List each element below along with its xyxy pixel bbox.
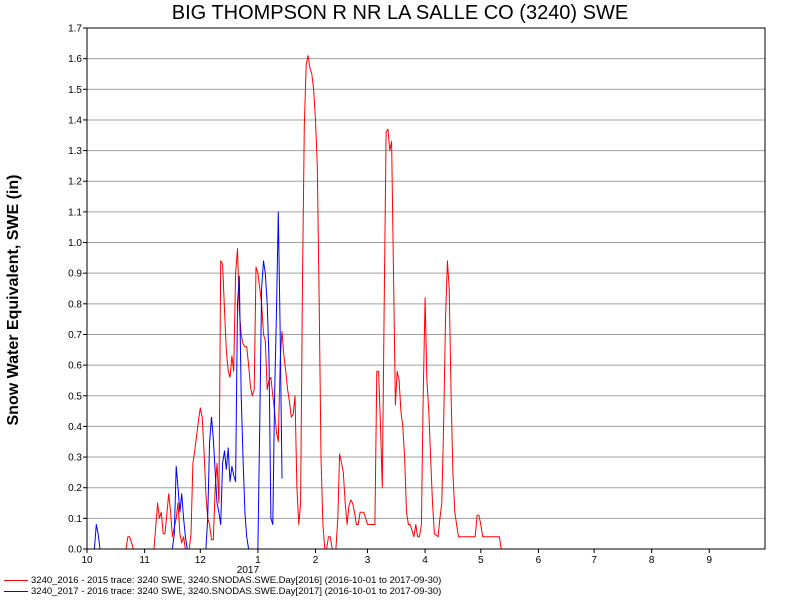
y-tick-label: 1.3 [68,146,82,157]
legend-label: 3240_2016 - 2015 trace: 3240 SWE, 3240.S… [31,575,442,586]
x-tick-label: 1 [255,555,261,566]
legend-label: 3240_2017 - 2016 trace: 3240 SWE, 3240.S… [31,586,442,597]
legend-swatch-red [4,579,28,581]
x-tick-label: 10 [81,555,93,566]
y-tick-label: 0.7 [68,330,82,341]
legend-entry-2017: 3240_2017 - 2016 trace: 3240 SWE, 3240.S… [4,586,441,598]
legend-swatch-blue [4,590,28,592]
series-line-2016 [87,55,764,550]
legend-entry-2016: 3240_2016 - 2015 trace: 3240 SWE, 3240.S… [4,575,441,587]
series-lines [87,55,764,550]
x-tick-label: 9 [706,555,712,566]
x-tick-label: 8 [649,555,655,566]
x-tick-label: 3 [365,555,371,566]
y-axis-ticks: 0.0 0.1 0.2 0.3 0.4 0.5 0.6 0.7 0.8 0.9 1.0 1.1 1.2 1… [68,24,87,556]
y-tick-label: 1.1 [68,207,82,218]
y-tick-label: 1.0 [68,238,82,249]
chart-title: BIG THOMPSON R NR LA SALLE CO (3240) SWE [171,2,629,24]
y-tick-label: 0.3 [68,453,82,464]
x-tick-label: 6 [536,555,542,566]
y-tick-label: 0.9 [68,269,82,280]
x-tick-label: 7 [591,555,597,566]
y-tick-label: 0.2 [68,483,82,494]
plot-frame [86,27,766,550]
x-year-label: 2017 [237,565,260,576]
y-tick-label: 1.5 [68,85,82,96]
y-tick-label: 0.0 [68,545,82,556]
grid-lines [87,27,765,519]
x-tick-label: 5 [478,555,484,566]
series-line-2017 [87,211,283,550]
y-tick-label: 1.7 [68,24,82,35]
y-tick-label: 0.8 [68,299,82,310]
x-tick-label: 11 [139,555,150,566]
y-tick-label: 1.2 [68,177,82,188]
x-tick-label: 4 [422,555,428,566]
y-tick-label: 0.5 [68,391,82,402]
y-tick-label: 1.6 [68,54,82,65]
x-tick-label: 2 [313,555,319,566]
x-tick-label: 12 [195,555,207,566]
y-tick-label: 1.4 [68,115,82,126]
y-tick-label: 0.4 [68,422,82,433]
y-tick-label: 0.6 [68,361,82,372]
y-tick-label: 0.1 [68,514,82,525]
